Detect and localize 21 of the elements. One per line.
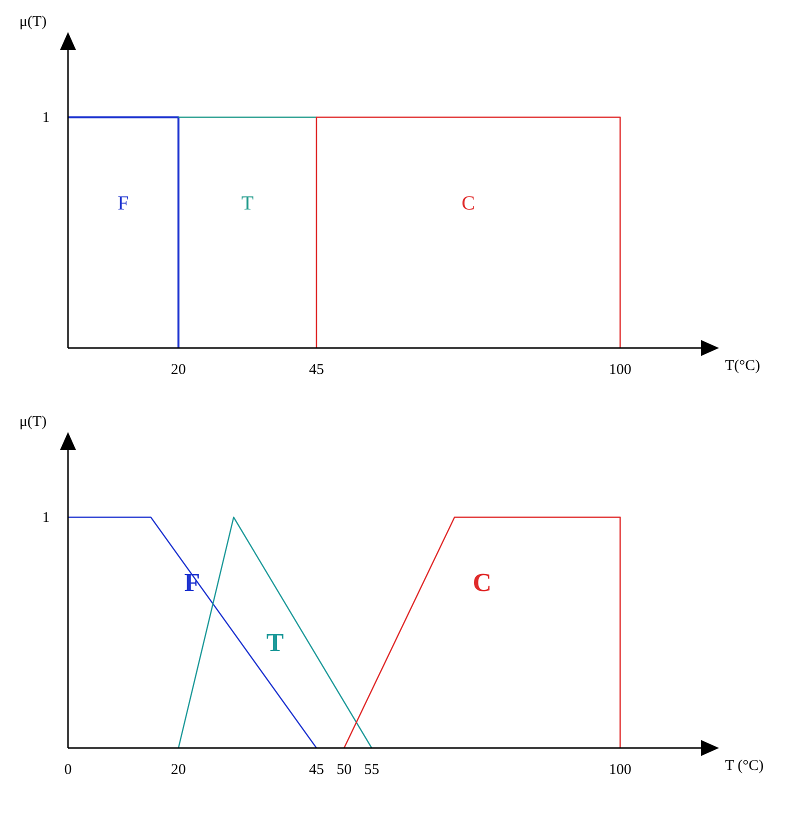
x-tick-label: 20 xyxy=(170,362,186,378)
x-tick-label: 20 xyxy=(170,762,186,778)
text: 1 xyxy=(42,510,50,526)
text: 1 xyxy=(42,110,50,126)
text: F xyxy=(118,192,129,215)
x-tick-label: 100 xyxy=(608,362,632,378)
x-tick-label: 55 xyxy=(364,762,380,778)
x-tick-label: 45 xyxy=(308,762,324,778)
x-tick-label: 0 xyxy=(64,762,72,778)
x-tick-label: 100 xyxy=(608,762,632,778)
y-axis-title: μ(T) xyxy=(19,14,47,30)
series-label: T xyxy=(266,628,284,658)
x-axis-title: T (°C) xyxy=(725,758,764,774)
text: C xyxy=(462,192,475,215)
x-axis-title: T(°C) xyxy=(725,358,760,374)
x-tick-label: 45 xyxy=(308,362,324,378)
y-axis-title: μ(T) xyxy=(19,414,47,430)
series-label: F xyxy=(184,568,200,598)
text: T xyxy=(241,192,254,215)
series-label: C xyxy=(472,568,492,598)
x-tick-label: 50 xyxy=(336,762,352,778)
